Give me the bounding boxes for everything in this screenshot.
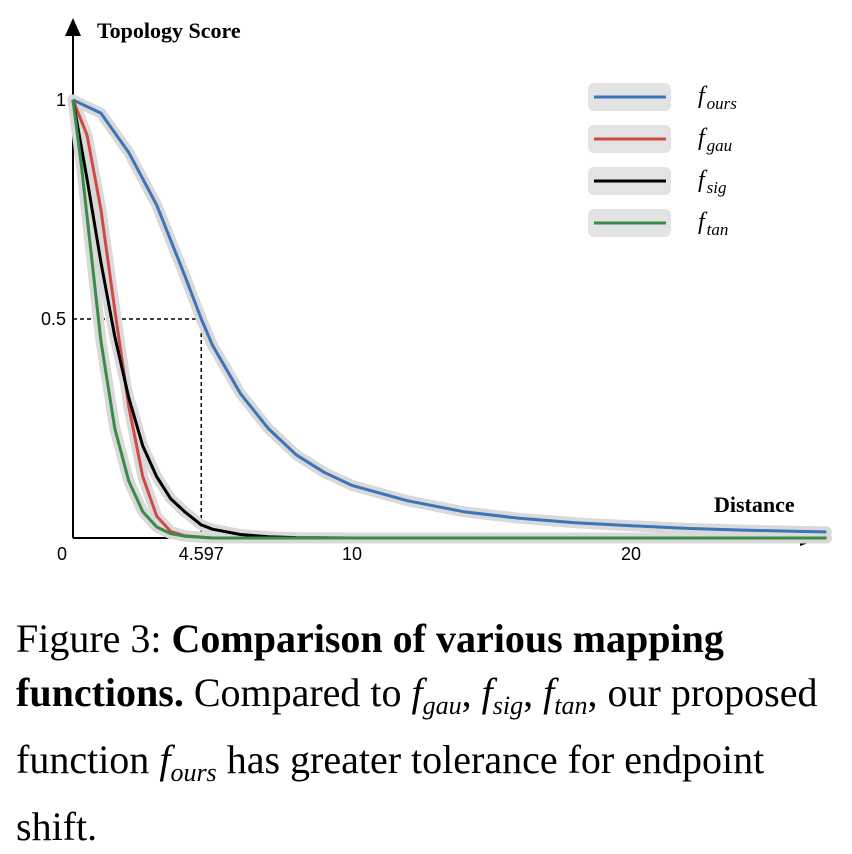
y-axis-title: Topology Score: [97, 18, 241, 43]
y-axis-arrow: [65, 18, 81, 36]
caption-text-before: Compared to: [193, 670, 402, 715]
x-tick-label: 10: [342, 544, 362, 564]
legend-label-gau: f gau: [698, 125, 732, 155]
caption-f-gau: fgau: [411, 670, 462, 720]
y-tick-label: 1: [56, 90, 66, 110]
caption-label: Figure 3:: [16, 616, 162, 661]
legend-label-sig: f sig: [698, 167, 727, 197]
series-line-tan: [71, 99, 827, 540]
legend-label-ours: f ours: [698, 83, 737, 113]
caption-text-middle: our proposed function: [16, 670, 818, 782]
legend: f ours f gau f sig f tan: [588, 83, 737, 239]
x-tick-label: 0: [57, 544, 67, 564]
caption-title: Comparison of various mapping functions.: [16, 616, 724, 715]
caption-f-ours: fours: [159, 737, 217, 787]
x-tick-label: 4.597: [179, 544, 224, 564]
figure-caption: Figure 3: Comparison of various mapping …: [16, 616, 818, 849]
caption-f-sig: fsig: [481, 670, 524, 720]
tick-labels: 0 4.597 10 20 0.5 1: [41, 90, 641, 564]
series-halo-ours: [67, 94, 832, 538]
x-tick-label: 20: [621, 544, 641, 564]
series-curves: [67, 94, 832, 544]
legend-label-tan: f tan: [698, 209, 728, 239]
y-tick-label: 0.5: [41, 309, 66, 329]
x-axis-title: Distance: [714, 492, 795, 517]
series-line-ours: [72, 98, 827, 534]
caption-f-tan: ftan: [543, 670, 588, 720]
